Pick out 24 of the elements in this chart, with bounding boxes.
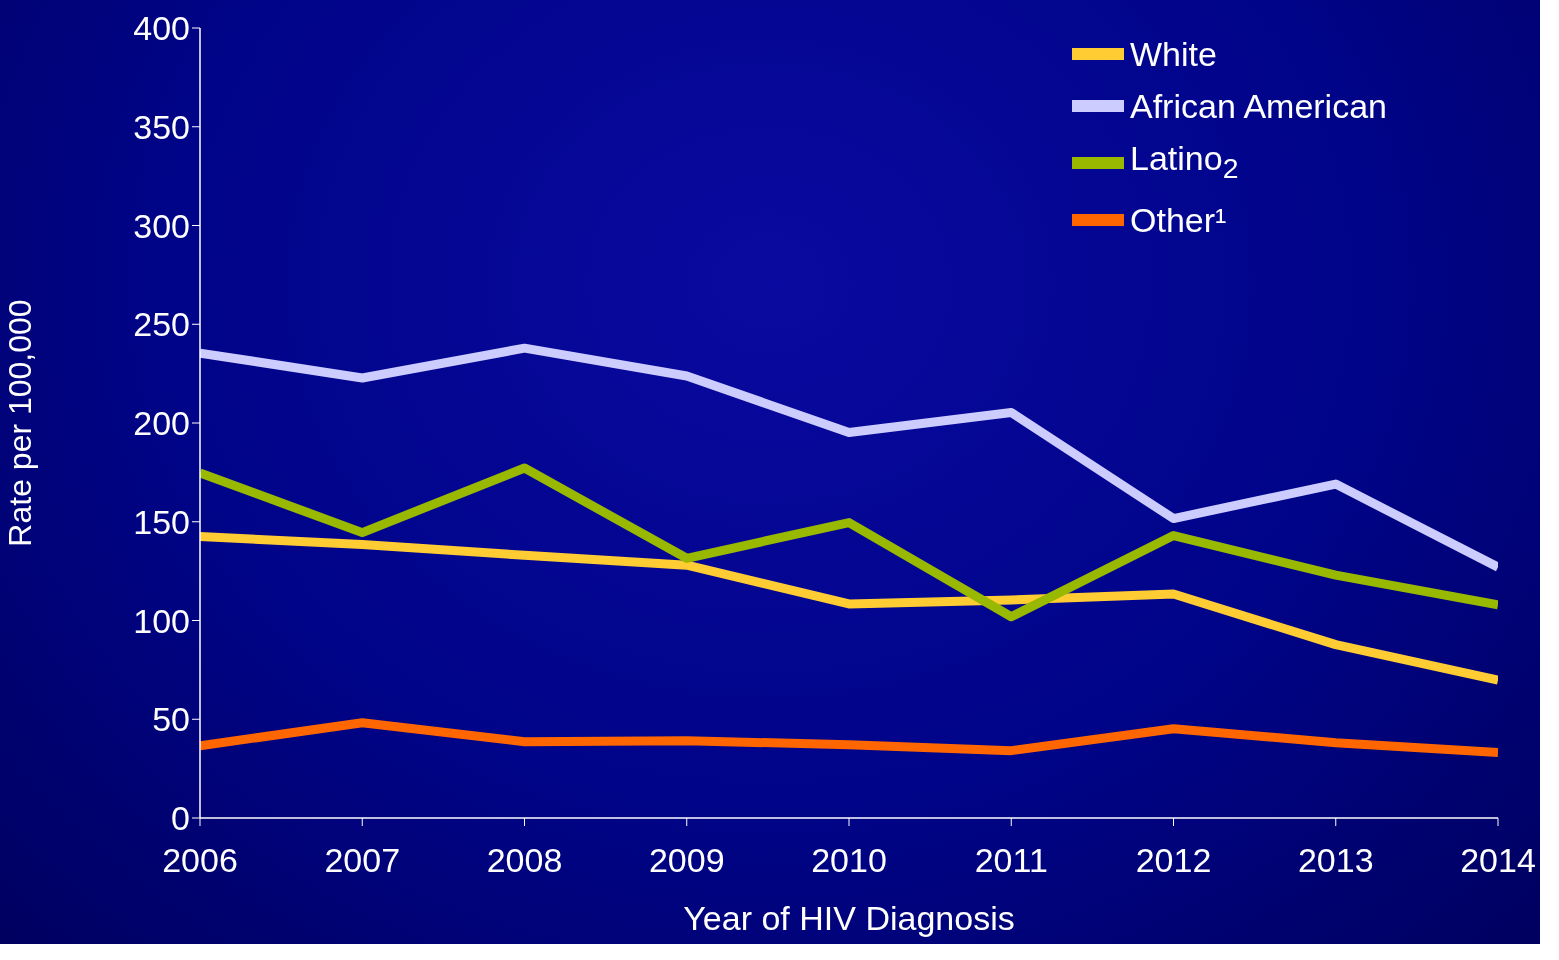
y-tick-label: 150 [133,502,190,541]
y-tick-label: 200 [133,404,190,443]
y-tick-label: 50 [152,700,190,739]
y-axis-title: Rate per 100,000 [2,299,39,547]
x-tick-label: 2008 [486,841,563,880]
y-tick-label: 400 [133,9,190,48]
x-tick-label: 2013 [1297,841,1374,880]
legend-label: African American [1130,86,1387,127]
y-tick-label: 350 [133,107,190,146]
x-tick-label: 2006 [162,841,238,880]
x-tick-label: 2012 [1135,841,1212,880]
legend-label: White [1130,34,1217,75]
y-tick-label: 300 [133,206,190,245]
x-tick-label: 2009 [648,841,725,880]
x-axis-title: Year of HIV Diagnosis [683,899,1015,937]
y-tick-label: 250 [133,305,190,344]
y-tick-label: 0 [171,799,190,838]
x-tick-label: 2007 [324,841,401,880]
x-tick-label: 2011 [974,841,1048,880]
legend-label: Other¹ [1130,199,1227,241]
legend-label: Latino$_{2}$ [1130,138,1239,186]
x-tick-label: 2014 [1460,841,1536,880]
y-tick-label: 100 [133,601,190,640]
x-tick-label: 2010 [811,841,887,880]
